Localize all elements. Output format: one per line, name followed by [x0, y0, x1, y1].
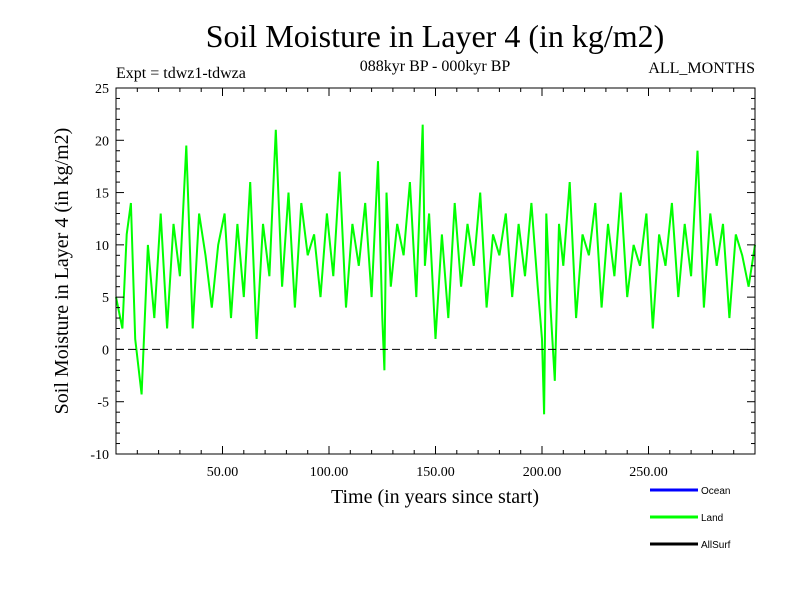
legend-label-allsurf: AllSurf: [701, 540, 731, 551]
legend: Ocean Land AllSurf: [650, 486, 731, 551]
x-tick-label: 50.00: [207, 465, 239, 480]
x-tick-label: 250.00: [629, 465, 668, 480]
y-tick-label: 25: [95, 82, 109, 97]
experiment-label: Expt = tdwz1-tdwza: [116, 65, 246, 82]
y-tick-label: 0: [102, 343, 109, 358]
y-tick-label: -5: [97, 396, 109, 411]
y-tick-label: 20: [95, 134, 109, 149]
legend-label-land: Land: [701, 513, 723, 524]
y-tick-label: 10: [95, 239, 109, 254]
months-label: ALL_MONTHS: [648, 60, 755, 77]
x-tick-label: 200.00: [523, 465, 562, 480]
x-axis-label: Time (in years since start): [331, 486, 539, 508]
period-label: 088kyr BP - 000kyr BP: [360, 58, 511, 75]
series-line-land: [115, 124, 756, 415]
x-tick-label: 100.00: [310, 465, 349, 480]
y-axis-label: Soil Moisture in Layer 4 (in kg/m2): [51, 128, 73, 415]
legend-label-ocean: Ocean: [701, 486, 730, 497]
plot-frame: [115, 87, 756, 455]
x-tick-label: 150.00: [416, 465, 455, 480]
y-tick-label: -10: [90, 448, 109, 463]
plot-area: 50.00 100.00 150.00 200.00 250.00 -10 -5 0 5 10 15…: [90, 82, 756, 480]
chart-title: Soil Moisture in Layer 4 (in kg/m2): [206, 18, 665, 54]
y-tick-label: 15: [95, 187, 109, 202]
y-tick-label: 5: [102, 291, 109, 306]
